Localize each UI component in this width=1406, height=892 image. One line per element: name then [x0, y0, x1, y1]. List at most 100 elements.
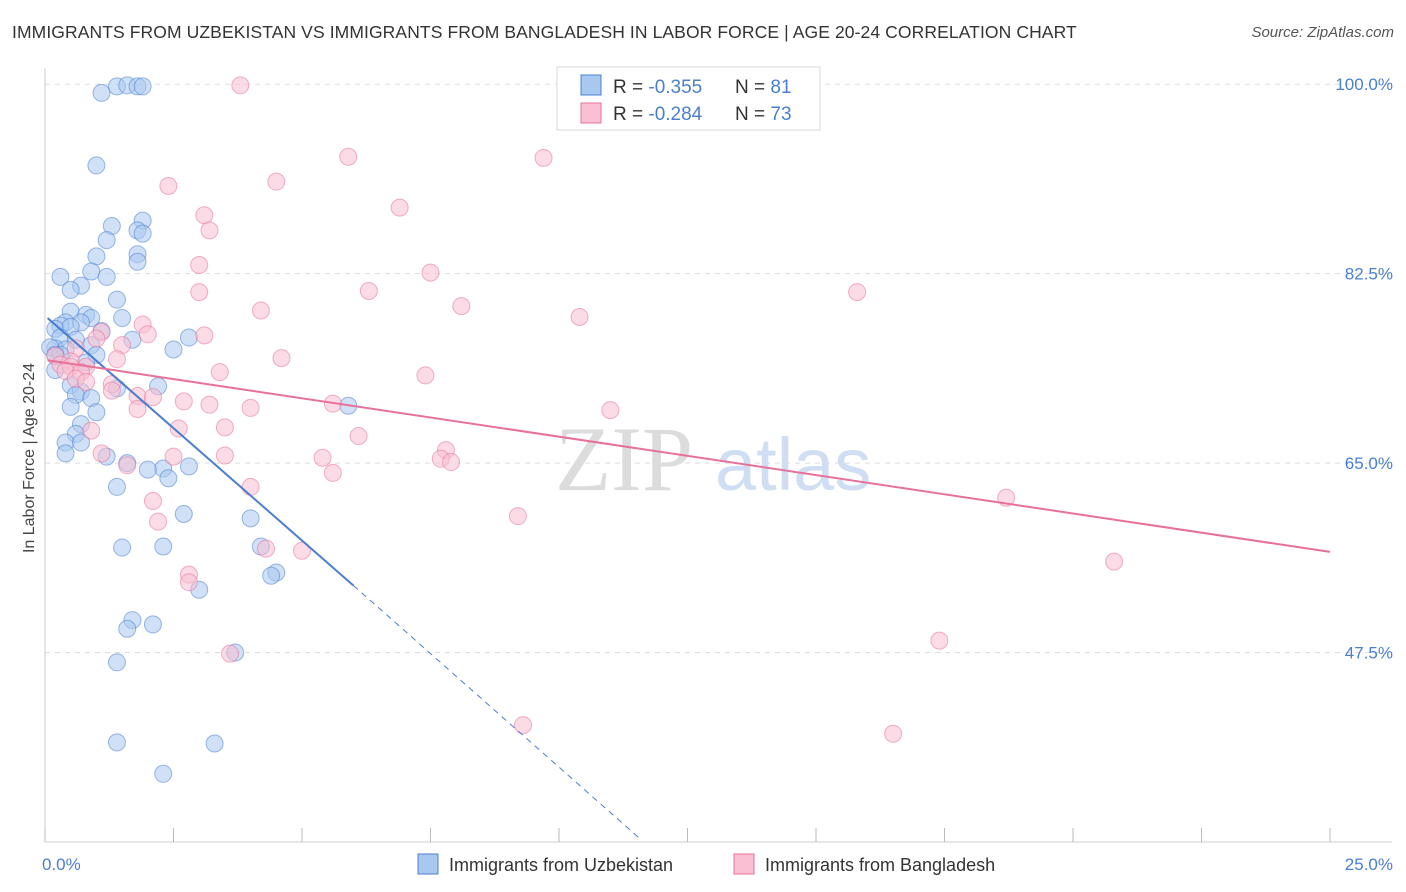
- data-point: [221, 644, 240, 663]
- data-point: [82, 421, 101, 440]
- data-point: [102, 381, 121, 400]
- data-point: [143, 388, 162, 407]
- data-point: [169, 419, 188, 438]
- x-tick-label: 0.0%: [42, 855, 81, 874]
- data-point: [179, 573, 198, 592]
- data-point: [143, 615, 162, 634]
- y-axis-label: In Labor Force | Age 20-24: [21, 363, 38, 553]
- y-tick-label: 82.5%: [1345, 265, 1393, 284]
- data-point: [442, 453, 461, 472]
- data-point: [71, 433, 90, 452]
- data-point: [179, 328, 198, 347]
- data-point: [200, 395, 219, 414]
- data-point: [257, 539, 276, 558]
- data-point: [339, 147, 358, 166]
- y-tick-label: 65.0%: [1345, 454, 1393, 473]
- data-point: [241, 398, 260, 417]
- data-point: [159, 469, 178, 488]
- bottom-legend: Immigrants from Uzbekistan Immigrants fr…: [417, 853, 995, 875]
- stats-row-bangladesh: R = -0.284 N = 73: [613, 104, 792, 125]
- stats-legend-box: R = -0.355 N = 81 R = -0.284 N = 73: [556, 66, 821, 131]
- data-point: [164, 340, 183, 359]
- data-point: [884, 724, 903, 743]
- data-point: [154, 537, 173, 556]
- stats-swatch-uzbekistan: [580, 74, 602, 96]
- legend-label-uzbekistan: Immigrants from Uzbekistan: [449, 855, 673, 875]
- tick-labels: 100.0% 82.5% 65.0% 47.5% 0.0% 25.0%: [42, 75, 1393, 874]
- axes: [44, 68, 1392, 843]
- data-point: [195, 206, 214, 225]
- data-point: [174, 392, 193, 411]
- data-point: [107, 477, 126, 496]
- data-point: [107, 733, 126, 752]
- data-point: [164, 447, 183, 466]
- trendline-uzbekistan: [46, 317, 355, 587]
- data-point: [313, 448, 332, 467]
- data-point: [51, 267, 70, 286]
- data-point: [97, 231, 116, 250]
- data-point: [118, 619, 137, 638]
- data-point: [92, 83, 111, 102]
- series-bangladesh: [46, 76, 1124, 743]
- data-point: [61, 397, 80, 416]
- data-point: [272, 349, 291, 368]
- data-point: [195, 326, 214, 345]
- data-point: [190, 283, 209, 302]
- data-point: [179, 457, 198, 476]
- data-point: [241, 477, 260, 496]
- data-point: [359, 281, 378, 300]
- source-label: Source: ZipAtlas.com: [1251, 24, 1394, 41]
- data-point: [107, 653, 126, 672]
- data-point: [128, 252, 147, 271]
- data-point: [251, 301, 270, 320]
- data-point: [848, 283, 867, 302]
- trendline-bangladesh: [47, 359, 1331, 553]
- data-point: [149, 512, 168, 531]
- data-point: [87, 247, 106, 266]
- data-point: [56, 444, 75, 463]
- data-point: [241, 509, 260, 528]
- data-point: [82, 262, 101, 281]
- data-point: [97, 267, 116, 286]
- data-point: [323, 463, 342, 482]
- data-point: [601, 401, 620, 420]
- data-point: [92, 444, 111, 463]
- watermark: ZIP atlas: [555, 408, 871, 510]
- stats-row-uzbekistan: R = -0.355 N = 81: [613, 77, 792, 98]
- data-point: [107, 350, 126, 369]
- trendlines: [46, 317, 1331, 841]
- data-point: [452, 297, 471, 316]
- data-point: [154, 764, 173, 783]
- data-point: [1105, 552, 1124, 571]
- data-point: [508, 507, 527, 526]
- data-point: [349, 427, 368, 446]
- data-point: [267, 172, 286, 191]
- data-point: [416, 366, 435, 385]
- data-point: [293, 541, 311, 560]
- data-point: [421, 263, 440, 282]
- data-point: [133, 77, 152, 96]
- legend-swatch-bangladesh: [733, 853, 755, 875]
- legend-swatch-uzbekistan: [417, 853, 439, 875]
- data-point: [190, 256, 209, 275]
- data-point: [570, 307, 589, 326]
- data-point: [77, 372, 96, 391]
- grid-lines: [45, 83, 1392, 654]
- data-point: [210, 363, 229, 382]
- data-point: [390, 198, 409, 217]
- trendline-extension: [353, 585, 642, 841]
- x-tick-label: 25.0%: [1345, 855, 1393, 874]
- data-point: [87, 403, 106, 422]
- chart-title: IMMIGRANTS FROM UZBEKISTAN VS IMMIGRANTS…: [12, 22, 1077, 42]
- stats-swatch-bangladesh: [580, 102, 602, 124]
- legend-label-bangladesh: Immigrants from Bangladesh: [765, 855, 995, 875]
- data-point: [113, 538, 132, 557]
- data-point: [200, 221, 219, 240]
- y-tick-label: 100.0%: [1335, 75, 1393, 94]
- data-point: [133, 224, 152, 243]
- data-point: [128, 399, 147, 418]
- data-point: [107, 290, 126, 309]
- data-point: [174, 504, 193, 523]
- data-point: [215, 418, 234, 437]
